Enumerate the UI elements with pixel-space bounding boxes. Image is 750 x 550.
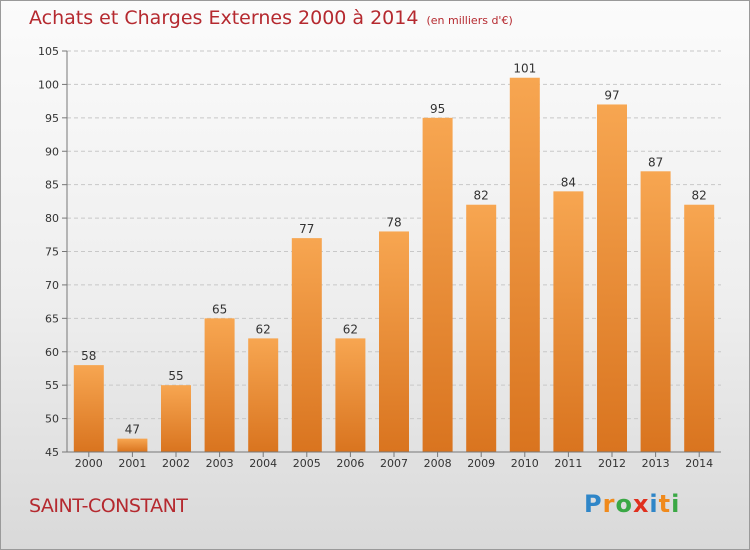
- y-tick-label: 65: [45, 312, 59, 325]
- bar: [291, 238, 322, 452]
- data-label: 47: [125, 423, 140, 437]
- unit-note: (en milliers d'€): [426, 14, 513, 27]
- proxiti-logo[interactable]: Proxiti: [584, 490, 680, 518]
- bar: [379, 231, 409, 452]
- y-tick-label: 85: [45, 179, 59, 192]
- x-tick-label: 2001: [118, 457, 146, 470]
- y-tick-label: 100: [38, 78, 59, 91]
- chart-title: Achats et Charges Externes 2000 à 2014: [29, 7, 419, 29]
- data-label: 77: [299, 222, 314, 236]
- bar: [509, 77, 540, 452]
- x-tick-label: 2014: [685, 457, 713, 470]
- data-label: 65: [212, 302, 227, 316]
- y-tick-label: 75: [45, 246, 59, 259]
- data-label: 101: [513, 62, 536, 76]
- logo-letter: r: [602, 490, 616, 518]
- place-name: SAINT-CONSTANT: [29, 495, 188, 517]
- data-label: 58: [81, 349, 96, 363]
- x-tick-label: 2013: [642, 457, 670, 470]
- data-label: 87: [648, 155, 663, 169]
- data-label: 55: [168, 369, 183, 383]
- x-tick-label: 2003: [206, 457, 234, 470]
- x-tick-label: 2011: [554, 457, 582, 470]
- data-label: 82: [474, 189, 489, 203]
- bar: [161, 385, 191, 452]
- bar: [422, 117, 453, 452]
- y-tick-label: 80: [45, 212, 59, 225]
- data-label: 62: [343, 322, 358, 336]
- bar: [73, 365, 104, 452]
- logo-letter: i: [671, 490, 681, 518]
- x-tick-label: 2008: [424, 457, 452, 470]
- y-tick-label: 50: [45, 413, 59, 426]
- title-row: Achats et Charges Externes 2000 à 2014 (e…: [29, 7, 513, 29]
- data-label: 95: [430, 102, 445, 116]
- bar: [597, 104, 627, 452]
- bar: [117, 438, 148, 452]
- y-tick-label: 105: [38, 45, 59, 58]
- logo-letter: x: [632, 490, 650, 518]
- data-label: 97: [604, 88, 619, 102]
- data-label: 82: [692, 189, 707, 203]
- bar: [466, 204, 497, 452]
- y-tick-label: 55: [45, 379, 59, 392]
- bar: [640, 171, 671, 453]
- x-tick-label: 2007: [380, 457, 408, 470]
- y-tick-label: 90: [45, 145, 59, 158]
- bar: [553, 191, 584, 452]
- x-tick-label: 2000: [75, 457, 103, 470]
- y-tick-label: 70: [45, 279, 59, 292]
- bar: [335, 338, 366, 452]
- x-tick-label: 2002: [162, 457, 190, 470]
- bar: [204, 318, 235, 452]
- x-tick-label: 2009: [467, 457, 495, 470]
- logo-letter: o: [615, 490, 633, 518]
- data-label: 84: [561, 175, 576, 189]
- y-tick-label: 95: [45, 112, 59, 125]
- logo-letter: P: [584, 490, 603, 518]
- logo-letter: i: [649, 490, 659, 518]
- logo-letter: t: [658, 490, 672, 518]
- data-label: 78: [386, 215, 401, 229]
- x-tick-label: 2010: [511, 457, 539, 470]
- bar: [248, 338, 279, 452]
- x-tick-label: 2006: [336, 457, 364, 470]
- y-tick-label: 60: [45, 346, 59, 359]
- y-tick-label: 45: [45, 446, 59, 459]
- bar: [684, 204, 715, 452]
- data-label: 62: [256, 322, 271, 336]
- x-tick-label: 2012: [598, 457, 626, 470]
- x-tick-label: 2005: [293, 457, 321, 470]
- x-tick-label: 2004: [249, 457, 277, 470]
